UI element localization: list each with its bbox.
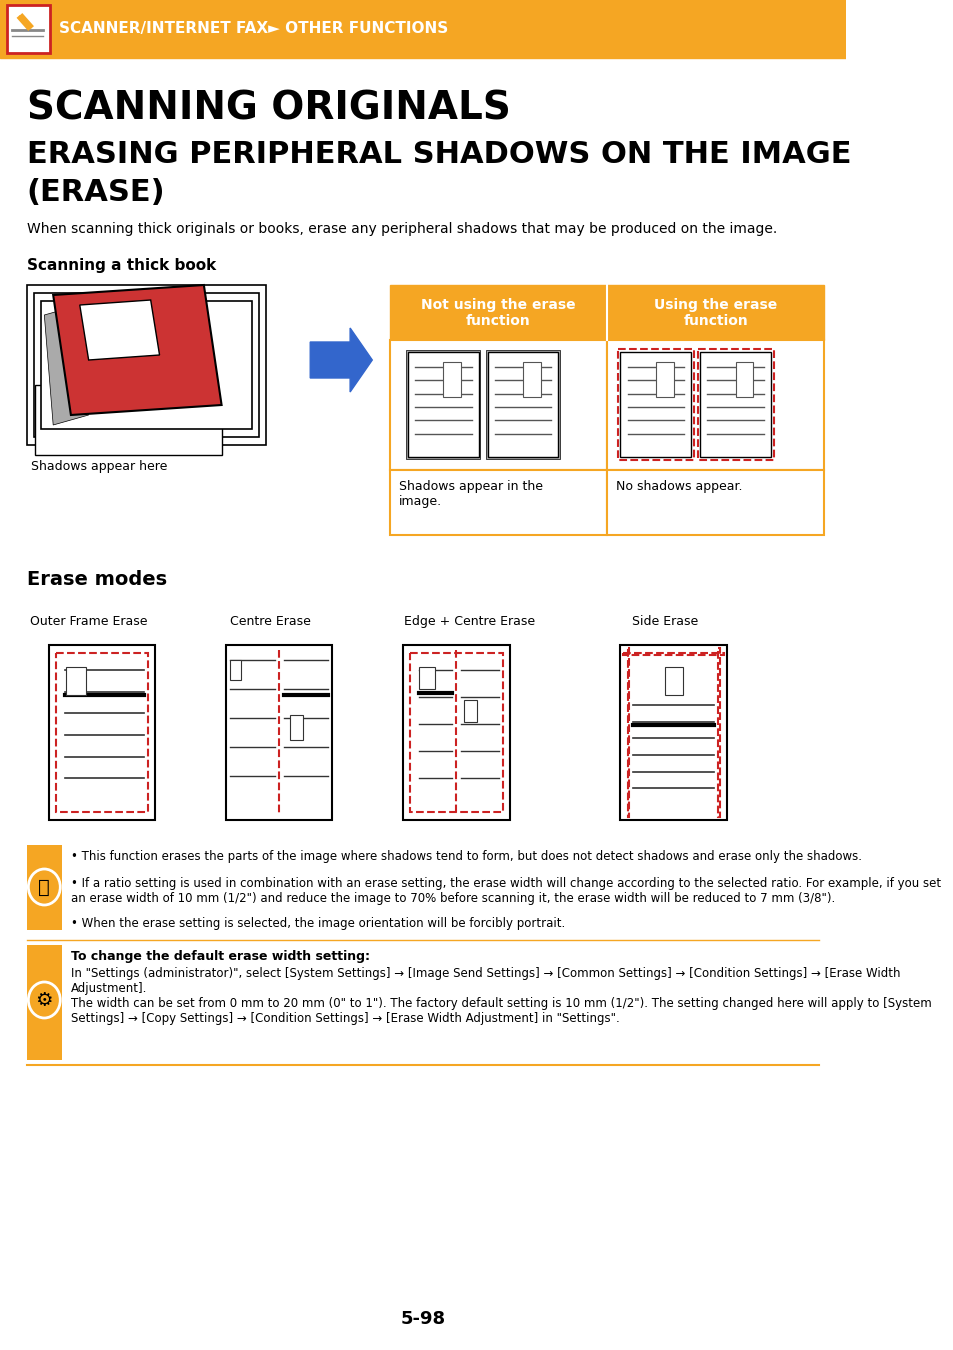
Bar <box>406 350 480 459</box>
Text: SCANNER/INTERNET FAX► OTHER FUNCTIONS: SCANNER/INTERNET FAX► OTHER FUNCTIONS <box>58 22 447 36</box>
Bar <box>49 645 155 819</box>
Circle shape <box>29 869 60 904</box>
Bar <box>606 340 823 470</box>
Bar <box>407 352 478 458</box>
Text: Centre Erase: Centre Erase <box>230 616 311 628</box>
Bar <box>33 293 258 437</box>
Bar <box>27 285 266 446</box>
Bar <box>522 362 540 397</box>
Bar <box>443 362 460 397</box>
Text: • When the erase setting is selected, the image orientation will be forcibly por: • When the erase setting is selected, th… <box>71 917 564 930</box>
Text: Scanning a thick book: Scanning a thick book <box>27 258 215 273</box>
Bar <box>35 385 221 455</box>
Bar <box>27 945 62 1060</box>
Text: Using the erase
function: Using the erase function <box>654 298 777 328</box>
Bar <box>619 645 726 819</box>
Bar <box>718 648 719 817</box>
Bar <box>290 716 303 740</box>
Text: Shadows appear in the
image.: Shadows appear in the image. <box>398 481 542 508</box>
Text: ERASING PERIPHERAL SHADOWS ON THE IMAGE: ERASING PERIPHERAL SHADOWS ON THE IMAGE <box>27 140 850 169</box>
Text: 📎: 📎 <box>38 878 51 896</box>
Bar <box>390 285 606 340</box>
Bar <box>735 362 753 397</box>
Bar <box>418 667 435 688</box>
Text: • This function erases the parts of the image where shadows tend to form, but do: • This function erases the parts of the … <box>71 850 861 863</box>
Bar <box>622 653 723 655</box>
Bar <box>606 285 823 340</box>
Bar <box>0 0 844 58</box>
Bar <box>56 653 148 811</box>
Bar <box>697 350 773 460</box>
Polygon shape <box>80 300 159 360</box>
Bar <box>700 352 770 458</box>
Bar <box>226 645 332 819</box>
Bar <box>41 301 252 429</box>
Text: Side Erase: Side Erase <box>631 616 698 628</box>
Text: When scanning thick originals or books, erase any peripheral shadows that may be: When scanning thick originals or books, … <box>27 221 776 236</box>
Circle shape <box>29 981 60 1018</box>
Text: Edge + Centre Erase: Edge + Centre Erase <box>404 616 535 628</box>
Text: Erase modes: Erase modes <box>27 570 167 589</box>
Bar <box>7 5 50 53</box>
Bar <box>390 340 606 470</box>
Polygon shape <box>53 285 221 414</box>
Bar <box>606 470 823 535</box>
Bar <box>390 470 606 535</box>
Polygon shape <box>310 328 372 392</box>
Text: In "Settings (administrator)", select [System Settings] → [Image Send Settings] : In "Settings (administrator)", select [S… <box>71 967 931 1025</box>
Bar <box>656 362 673 397</box>
Text: No shadows appear.: No shadows appear. <box>616 481 741 493</box>
Bar <box>67 667 86 695</box>
Text: Outer Frame Erase: Outer Frame Erase <box>30 616 147 628</box>
Bar <box>485 350 559 459</box>
Bar <box>664 667 681 695</box>
Bar <box>463 701 476 722</box>
Bar <box>403 645 509 819</box>
Text: ⚙: ⚙ <box>35 991 53 1010</box>
Bar <box>619 352 691 458</box>
Text: • If a ratio setting is used in combination with an erase setting, the erase wid: • If a ratio setting is used in combinat… <box>71 878 940 904</box>
Bar <box>410 653 502 811</box>
Text: 5-98: 5-98 <box>400 1310 445 1328</box>
Bar <box>618 350 693 460</box>
Polygon shape <box>44 305 89 425</box>
Bar <box>627 648 629 817</box>
Text: To change the default erase width setting:: To change the default erase width settin… <box>71 950 370 963</box>
Bar <box>231 660 241 680</box>
Bar <box>487 352 558 458</box>
Text: Shadows appear here: Shadows appear here <box>31 460 167 472</box>
Bar <box>27 845 62 930</box>
Text: SCANNING ORIGINALS: SCANNING ORIGINALS <box>27 90 510 128</box>
Text: (ERASE): (ERASE) <box>27 178 165 207</box>
Text: Not using the erase
function: Not using the erase function <box>421 298 576 328</box>
